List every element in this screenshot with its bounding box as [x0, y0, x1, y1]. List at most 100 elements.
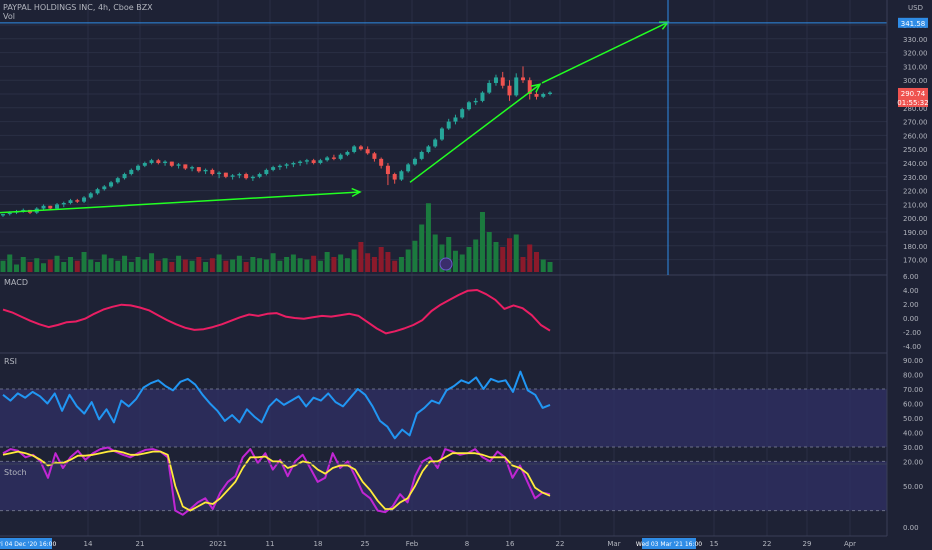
candle-body	[473, 100, 478, 103]
candle-body	[379, 158, 384, 166]
rsi-band	[0, 389, 887, 447]
candle-body	[102, 186, 107, 190]
volume-bar	[398, 257, 404, 272]
candle-body	[244, 174, 249, 179]
trendline[interactable]	[409, 83, 541, 183]
volume-bar	[304, 259, 310, 272]
rsi-title[interactable]: RSI	[4, 357, 17, 366]
stoch-title[interactable]: Stoch	[4, 468, 27, 477]
volume-bar	[81, 252, 87, 272]
price-tick-label: 190.00	[903, 229, 928, 237]
candle-body	[183, 164, 188, 169]
time-axis-background	[0, 536, 932, 550]
candle-body	[298, 161, 303, 163]
macd-line	[2, 289, 551, 335]
volume-bar	[61, 262, 67, 272]
volume-bar	[547, 262, 553, 272]
candle-body	[534, 94, 539, 97]
volume-bar	[513, 234, 519, 272]
candle-body	[487, 82, 492, 93]
volume-bar	[324, 252, 330, 272]
volume-bar	[196, 257, 202, 272]
candle-body	[345, 151, 350, 155]
trendline[interactable]	[541, 21, 669, 84]
rsi-tick-label: 70.00	[903, 386, 923, 394]
indicator-lines	[2, 289, 551, 516]
trendlines[interactable]	[0, 21, 670, 214]
indicator-pane-bands	[0, 388, 887, 512]
candle-body	[446, 121, 451, 129]
price-tick-label: 260.00	[903, 132, 928, 140]
volume-bars	[0, 203, 553, 272]
volume-label[interactable]: Vol	[3, 12, 15, 21]
candle-body	[318, 160, 323, 163]
candle-body	[419, 151, 424, 159]
time-tick-label: 2021	[209, 540, 227, 548]
symbol-title[interactable]: PAYPAL HOLDINGS INC, 4h, Cboe BZX	[3, 3, 153, 12]
event-marker-icon[interactable]	[439, 257, 453, 271]
volume-bar	[378, 247, 384, 272]
candle-body	[190, 167, 195, 169]
macd-title[interactable]: MACD	[4, 278, 28, 287]
volume-bar	[27, 262, 33, 272]
price-tick-label: 180.00	[903, 243, 928, 251]
volume-bar	[162, 258, 168, 272]
candle-body	[365, 149, 370, 154]
candle-body	[412, 158, 417, 165]
time-tick-label: 29	[803, 540, 812, 548]
candle-body	[399, 171, 404, 180]
macd-tick-label: -4.00	[903, 343, 921, 351]
candle-body	[284, 164, 289, 166]
volume-bar	[115, 260, 121, 272]
volume-bar	[135, 257, 141, 272]
volume-bar	[533, 252, 539, 272]
candle-body	[196, 167, 201, 172]
volume-bar	[149, 253, 155, 272]
time-tick-label: Mar	[607, 540, 620, 548]
time-tick-label: 8	[465, 540, 469, 548]
price-tick-label: 320.00	[903, 50, 928, 58]
volume-bar	[540, 259, 546, 272]
volume-bar	[176, 255, 182, 272]
candle-body	[1, 214, 5, 216]
trendline-arrowhead	[531, 83, 542, 93]
volume-bar	[297, 258, 303, 272]
volume-bar	[14, 264, 20, 272]
pane-dividers[interactable]	[0, 274, 932, 465]
candle-body	[358, 146, 363, 150]
volume-bar	[351, 249, 357, 272]
candle-body	[7, 212, 12, 215]
volume-bar	[344, 258, 350, 272]
candle-body	[149, 160, 154, 163]
rsi-tick-label: 20.00	[903, 459, 923, 467]
time-tick-label: 22	[556, 540, 565, 548]
volume-bar	[263, 259, 269, 272]
volume-bar	[182, 259, 188, 272]
candle-body	[88, 193, 93, 198]
volume-bar	[405, 249, 411, 272]
candle-body	[514, 77, 519, 96]
crosshair-price-label: 341.58	[901, 20, 926, 28]
candle-body	[129, 169, 134, 175]
price-tick-label: 230.00	[903, 174, 928, 182]
candle-body	[55, 204, 60, 209]
candle-body	[466, 102, 471, 110]
candle-body	[311, 160, 316, 163]
volume-bar	[74, 260, 80, 272]
trendline[interactable]	[0, 191, 361, 214]
price-tick-label: 200.00	[903, 215, 928, 223]
candle-body	[169, 161, 174, 166]
candle-body	[264, 169, 269, 175]
volume-bar	[257, 258, 263, 272]
candle-body	[325, 157, 330, 161]
rsi-tick-label: 80.00	[903, 372, 923, 380]
macd-tick-label: 2.00	[903, 301, 919, 309]
candle-body	[237, 174, 242, 176]
time-tick-label: Feb	[406, 540, 419, 548]
volume-bar	[500, 247, 506, 272]
candle-body	[500, 77, 505, 86]
volume-bar	[365, 253, 371, 272]
candle-body	[48, 205, 53, 209]
